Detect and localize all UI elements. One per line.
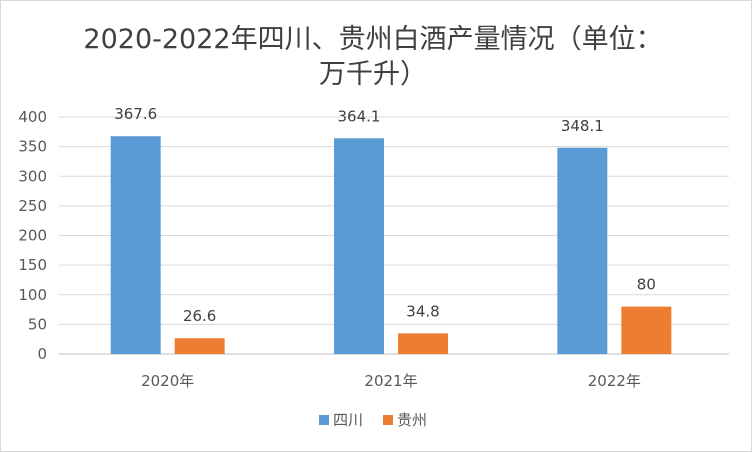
chart-title-line: 2020-2022年四川、贵州白酒产量情况（单位： — [83, 24, 662, 55]
bar-四川-2020年 — [110, 136, 161, 354]
y-tick-label: 300 — [18, 167, 47, 185]
y-tick-label: 0 — [37, 345, 47, 363]
chart-title-line: 万千升） — [319, 59, 427, 90]
y-tick-label: 100 — [18, 286, 47, 304]
x-tick-label: 2020年 — [141, 372, 194, 390]
y-tick-label: 250 — [18, 197, 47, 215]
legend-label: 四川 — [333, 411, 363, 429]
data-label: 80 — [637, 276, 656, 294]
bar-四川-2021年 — [334, 138, 384, 354]
data-label: 26.6 — [183, 307, 216, 325]
legend-swatch — [319, 415, 329, 425]
x-tick-label: 2022年 — [588, 372, 641, 390]
legend-swatch — [383, 415, 393, 425]
data-label: 34.8 — [406, 302, 439, 320]
data-label: 367.6 — [114, 105, 157, 123]
bar-四川-2022年 — [557, 147, 608, 354]
y-tick-label: 200 — [18, 227, 47, 245]
bar-贵州-2020年 — [174, 338, 225, 354]
data-label: 364.1 — [338, 107, 381, 125]
y-tick-label: 50 — [28, 315, 47, 333]
y-tick-label: 400 — [18, 108, 47, 126]
y-tick-label: 350 — [18, 138, 47, 156]
y-tick-label: 150 — [18, 256, 47, 274]
bar-贵州-2022年 — [621, 306, 672, 354]
bar-贵州-2021年 — [398, 333, 448, 354]
x-tick-label: 2021年 — [364, 372, 417, 390]
legend-label: 贵州 — [397, 411, 427, 429]
data-label: 348.1 — [561, 117, 604, 135]
